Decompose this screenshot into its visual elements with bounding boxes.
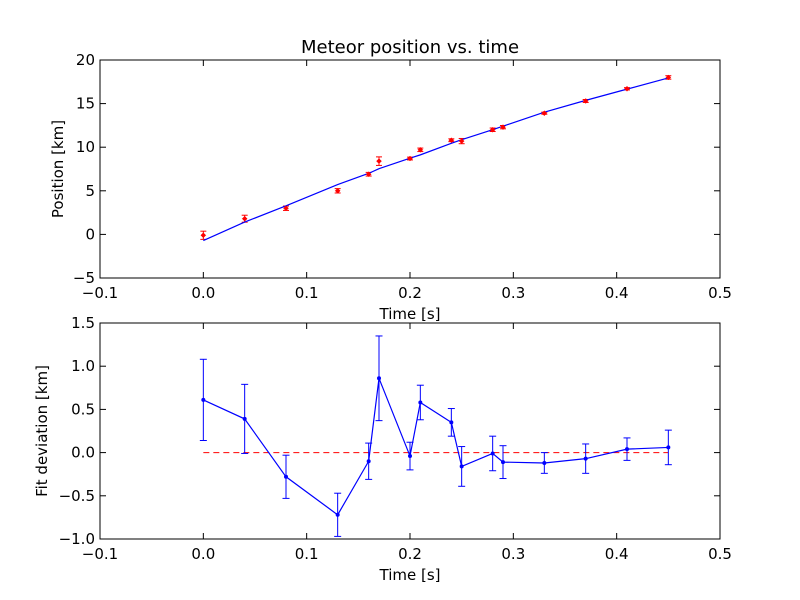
data-point <box>201 397 206 402</box>
y-axis-label: Position [km] <box>49 120 67 218</box>
data-point <box>418 400 423 405</box>
x-tick-label: 0.3 <box>501 545 525 563</box>
chart-title: Meteor position vs. time <box>301 37 519 58</box>
y-tick-label: 10 <box>76 138 95 156</box>
y-axis-label: Fit deviation [km] <box>33 365 51 497</box>
deviation-line <box>203 378 669 516</box>
y-tick-label: −1.0 <box>59 530 95 548</box>
x-tick-label: 0.1 <box>295 284 319 302</box>
data-point <box>417 146 424 153</box>
x-tick-label: −0.1 <box>82 284 118 302</box>
data-point <box>377 376 381 381</box>
data-point <box>625 447 629 452</box>
data-point <box>666 445 671 450</box>
data-point <box>449 420 454 425</box>
x-tick-label: 0.5 <box>708 284 732 302</box>
y-tick-label: 20 <box>76 51 95 69</box>
data-point <box>376 158 382 165</box>
y-tick-label: 15 <box>76 95 95 113</box>
y-tick-label: 5 <box>85 182 95 200</box>
data-point <box>458 138 465 144</box>
x-tick-label: 0.5 <box>708 545 732 563</box>
x-tick-label: 0.1 <box>295 545 319 563</box>
data-point <box>200 232 207 239</box>
data-point <box>490 451 495 456</box>
x-axis-label: Time [s] <box>379 566 441 584</box>
data-point <box>334 187 341 194</box>
x-tick-label: 0.0 <box>191 284 215 302</box>
position-panel: Meteor position vs. time −0.1 0.0 0.1 0.2 0.… <box>49 37 732 323</box>
data-point <box>283 205 289 212</box>
x-tick-label: 0.3 <box>501 284 525 302</box>
y-tick-label: 1.0 <box>71 357 95 375</box>
data-point <box>459 464 464 469</box>
fit-line <box>203 77 669 242</box>
data-point <box>501 460 505 465</box>
x-tick-label: 0.4 <box>605 545 629 563</box>
data-point <box>366 459 371 464</box>
x-tick-label: −0.1 <box>82 545 118 563</box>
data-point <box>542 460 547 465</box>
x-tick-label: 0.2 <box>398 545 422 563</box>
x-tick-label: 0.2 <box>398 284 422 302</box>
y-tick-label: −0.5 <box>59 487 95 505</box>
data-point <box>624 85 630 92</box>
y-tick-label: 1.5 <box>71 314 95 332</box>
data-point <box>665 74 672 81</box>
data-point <box>407 155 413 162</box>
deviation-panel: −0.1 0.0 0.1 0.2 0.3 0.4 0.5 −1.0 −0.5 0.0 0.5 1.0 1… <box>33 314 732 584</box>
data-point <box>408 454 412 459</box>
data-point <box>500 124 506 130</box>
data-point <box>241 215 248 222</box>
data-point <box>448 137 455 144</box>
data-point <box>242 416 247 421</box>
x-axis-label: Time [s] <box>379 305 441 323</box>
data-point <box>365 171 372 178</box>
x-tick-label: 0.4 <box>605 284 629 302</box>
data-point <box>583 456 588 461</box>
y-tick-label: 0.5 <box>71 400 95 418</box>
data-point <box>582 98 589 104</box>
y-tick-label: 0 <box>85 225 95 243</box>
data-point <box>489 126 496 133</box>
y-tick-label: −5 <box>73 269 95 287</box>
y-tick-label: 0.0 <box>71 444 95 462</box>
x-tick-label: 0.0 <box>191 545 215 563</box>
data-point <box>335 512 340 517</box>
data-point <box>541 110 548 117</box>
data-point <box>284 474 288 479</box>
